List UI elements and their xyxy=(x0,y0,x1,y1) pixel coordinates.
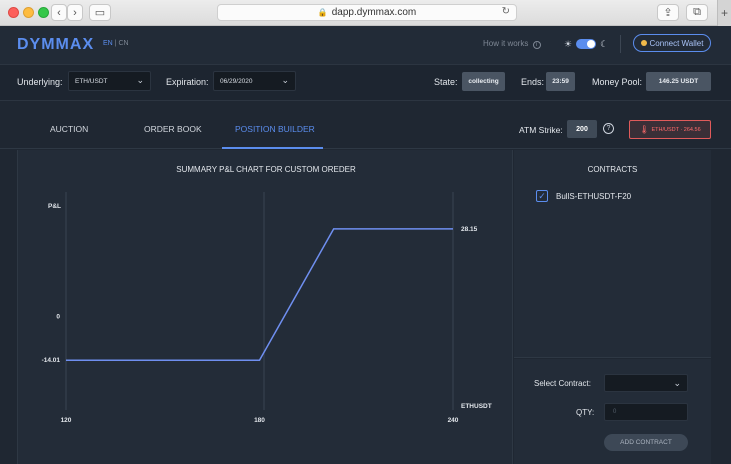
help-icon[interactable]: ? xyxy=(603,123,614,134)
tab-order-book[interactable]: ORDER BOOK xyxy=(144,124,202,134)
active-tab-indicator xyxy=(222,147,323,149)
expiration-select[interactable]: 06/29/2020 ⌄ xyxy=(213,71,296,91)
wallet-status-icon xyxy=(640,40,647,46)
lang-en[interactable]: EN xyxy=(103,40,113,47)
tab-position-builder[interactable]: POSITION BUILDER xyxy=(235,124,315,134)
x-tick-label: 180 xyxy=(254,417,265,424)
ends-badge: 23:59 xyxy=(546,72,575,91)
language-switch: EN | CN xyxy=(103,40,129,47)
y-tick-label: -14.01 xyxy=(42,357,61,364)
lock-icon: 🔒 xyxy=(317,8,328,17)
contract-name: BullS-ETHUSDT-F20 xyxy=(556,192,632,201)
logo: DYMMAX xyxy=(17,36,95,53)
address-bar[interactable]: 🔒 dapp.dymmax.com ↻ xyxy=(217,4,517,21)
chart-title: SUMMARY P&L CHART FOR CUSTOM OREDER xyxy=(176,165,356,174)
expiration-label: Expiration: xyxy=(166,77,209,87)
tab-auction[interactable]: AUCTION xyxy=(50,124,89,134)
theme-switch[interactable] xyxy=(576,39,597,49)
underlying-select[interactable]: ETH/USDT ⌄ xyxy=(68,71,151,91)
series-end-label: 28.15 xyxy=(461,226,478,233)
pnl-series-line xyxy=(66,228,453,361)
reload-icon[interactable]: ↻ xyxy=(501,6,510,17)
close-window-button[interactable] xyxy=(8,7,19,18)
y-axis-label: P&L xyxy=(48,203,61,210)
expiration-value: 06/29/2020 xyxy=(220,77,253,85)
thermometer-icon: 🌡 xyxy=(639,125,650,134)
browser-chrome: ‹ › ▭ 🔒 dapp.dymmax.com ↻ ⇪ ⧉ + xyxy=(0,0,731,26)
theme-toggle[interactable]: ☀ ☾ xyxy=(564,37,608,51)
app-header: DYMMAX EN | CN How it works i ☀ ☾ Connec… xyxy=(0,26,731,64)
state-label: State: xyxy=(434,77,458,87)
chevron-down-icon: ⌄ xyxy=(136,75,144,85)
minimize-window-button[interactable] xyxy=(23,7,34,18)
underlying-label: Underlying: xyxy=(17,77,63,87)
chart-panel: SUMMARY P&L CHART FOR CUSTOM OREDER P&L … xyxy=(17,150,513,464)
control-bar: Underlying: ETH/USDT ⌄ Expiration: 06/29… xyxy=(0,64,731,101)
connect-wallet-button[interactable]: Connect Wallet xyxy=(633,34,711,52)
contracts-panel: CONTRACTS ✓ BullS-ETHUSDT-F20 xyxy=(514,150,711,358)
x-tick-label: 240 xyxy=(448,417,459,424)
money-pool-label: Money Pool: xyxy=(592,77,643,87)
sidebar-icon[interactable]: ▭ xyxy=(89,4,111,21)
select-contract-label: Select Contract: xyxy=(534,379,591,388)
price-text: ETH/USDT · 264.56 xyxy=(651,126,701,133)
chevron-down-icon: ⌄ xyxy=(281,75,289,85)
how-it-works-link[interactable]: How it works i xyxy=(483,39,541,49)
info-icon: i xyxy=(532,41,541,49)
ends-label: Ends: xyxy=(521,77,545,87)
y-tick-label: 0 xyxy=(56,314,60,321)
x-axis-label: ETHUSDT xyxy=(461,403,492,410)
tabs-row: AUCTION ORDER BOOK POSITION BUILDER ATM … xyxy=(0,101,731,149)
add-contract-panel: Select Contract: ⌄ QTY: 0 ADD CONTRACT xyxy=(514,359,711,464)
back-icon[interactable]: ‹ xyxy=(51,4,67,21)
share-icon[interactable]: ⇪ xyxy=(657,4,679,21)
underlying-value: ETH/USDT xyxy=(75,77,108,85)
lang-cn[interactable]: CN xyxy=(118,40,129,47)
url-text: dapp.dymmax.com xyxy=(331,7,417,18)
select-contract-dropdown[interactable]: ⌄ xyxy=(604,374,688,392)
qty-label: QTY: xyxy=(576,408,595,417)
header-divider xyxy=(620,35,621,53)
tabs-icon[interactable]: ⧉ xyxy=(686,4,708,21)
state-badge: collecting xyxy=(462,72,505,91)
contracts-title: CONTRACTS xyxy=(587,165,638,174)
moon-icon: ☾ xyxy=(600,38,609,49)
maximize-window-button[interactable] xyxy=(38,7,49,18)
price-badge: 🌡 ETH/USDT · 264.56 xyxy=(629,120,711,139)
x-tick-label: 120 xyxy=(61,417,72,424)
pnl-chart: P&L ETHUSDT 120 180 240 0 -14.01 28.15 xyxy=(42,192,492,424)
atm-strike-value: 200 xyxy=(567,120,597,138)
lang-separator: | xyxy=(114,40,117,47)
new-tab-icon[interactable]: + xyxy=(717,0,731,26)
sun-icon: ☀ xyxy=(564,38,573,49)
atm-strike-label: ATM Strike: xyxy=(519,125,563,135)
contract-checkbox[interactable]: ✓ xyxy=(536,190,548,202)
forward-icon[interactable]: › xyxy=(67,4,83,21)
how-it-works-label: How it works xyxy=(483,39,529,48)
qty-input[interactable]: 0 xyxy=(604,403,688,421)
money-pool-badge: 146.25 USDT xyxy=(646,72,711,91)
connect-wallet-label: Connect Wallet xyxy=(649,38,704,48)
add-contract-button[interactable]: ADD CONTRACT xyxy=(604,434,688,451)
chevron-down-icon: ⌄ xyxy=(673,378,681,388)
